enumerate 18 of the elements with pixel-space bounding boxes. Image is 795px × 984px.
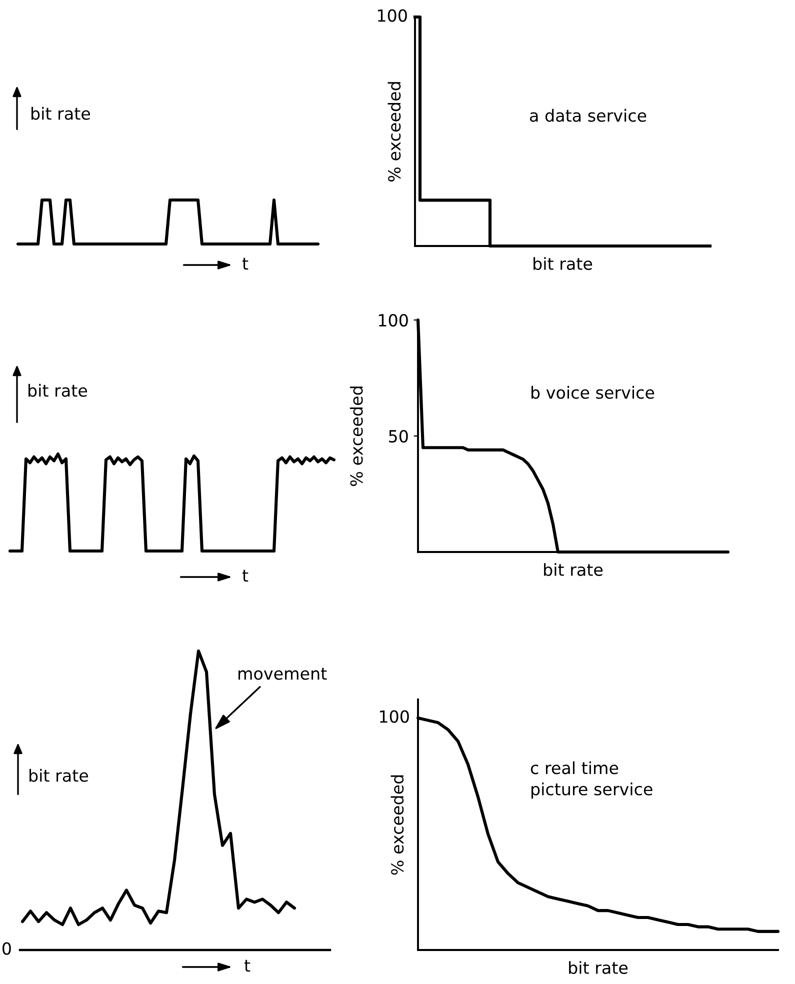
y-axis-title: bit rate (32, 106, 90, 120)
text: b voice service (532, 386, 654, 399)
text: a data service (530, 108, 646, 122)
x-axis-title: t (242, 258, 248, 270)
annotation: movement (238, 668, 327, 680)
y-axis-title: % exceeded (350, 386, 363, 486)
y-axis-title: bit rate (28, 384, 88, 397)
x-axis-title: bit rate (534, 257, 592, 270)
text: c real time picture service (530, 761, 652, 799)
x-axis-title: t (242, 570, 248, 582)
x-axis-title: bit rate (544, 563, 603, 576)
y-axis-title: % exceeded (390, 775, 404, 875)
y-tick-label: 50 (389, 430, 408, 443)
x-axis-title: t (244, 960, 250, 972)
y-axis-title: bit rate (30, 768, 88, 782)
y-axis-title: % exceeded (388, 82, 401, 182)
x-axis-title: bit rate (569, 961, 628, 974)
text: 0 (2, 942, 11, 955)
